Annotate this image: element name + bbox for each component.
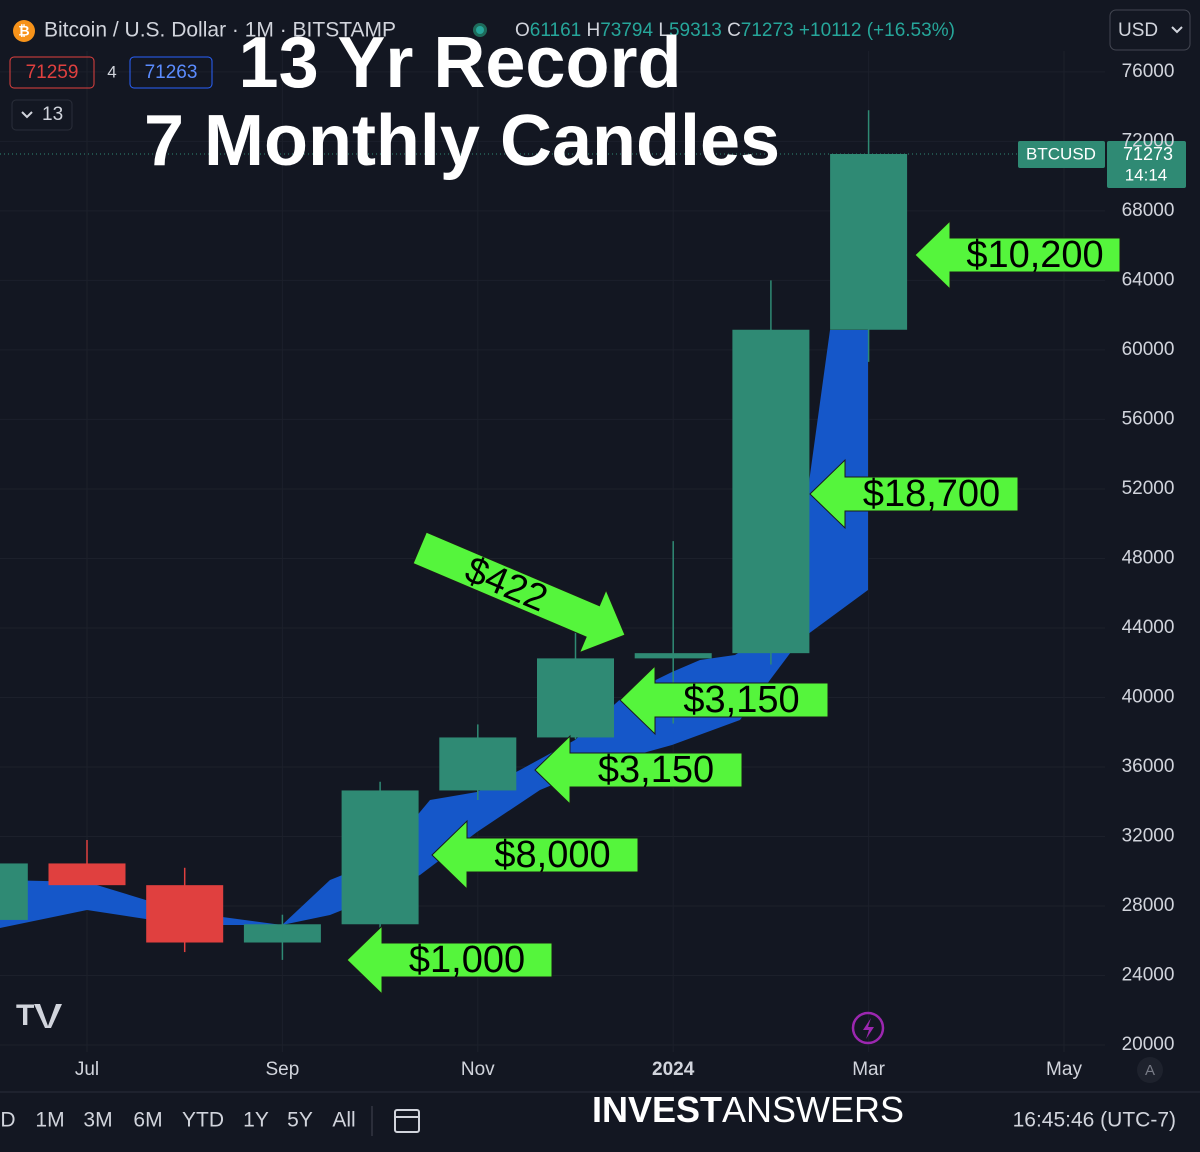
x-tick-label: May <box>1046 1059 1082 1080</box>
x-tick-label: Sep <box>265 1059 299 1080</box>
annotation-arrow: $3,150 <box>534 734 743 806</box>
badge-countdown: 14:14 <box>1125 165 1168 184</box>
arrow-shape <box>431 819 639 891</box>
y-tick-label: 60000 <box>1122 339 1175 360</box>
bid[interactable]: 71259 <box>26 62 79 83</box>
tv-logo: T <box>16 999 34 1032</box>
brand: INVESTANSWERS <box>592 1089 904 1130</box>
x-tick-label: 2024 <box>652 1059 695 1080</box>
indicators[interactable]: 13 <box>42 104 63 125</box>
tv-logo-mark <box>34 1004 62 1028</box>
last-price-badge: BTCUSD 71273 14:14 <box>1018 141 1186 188</box>
events-icon[interactable] <box>851 1011 885 1045</box>
bitcoin-glyph: ₿ <box>18 23 29 39</box>
y-tick-label: 64000 <box>1122 269 1175 290</box>
arrow-shape <box>619 664 829 736</box>
annotation-arrow: $10,200 <box>914 219 1121 291</box>
range-button[interactable]: All <box>332 1109 355 1132</box>
candle-body <box>146 885 224 943</box>
range-button[interactable]: 3M <box>83 1109 112 1132</box>
range-button[interactable]: 1Y <box>243 1109 269 1132</box>
y-tick-label: 52000 <box>1122 478 1175 499</box>
y-tick-label: 68000 <box>1122 200 1175 221</box>
range-button[interactable]: 1M <box>35 1109 64 1132</box>
ask[interactable]: 71263 <box>145 62 198 83</box>
x-tick-label: Jul <box>75 1059 99 1080</box>
annotation-arrow: $3,150 <box>619 664 829 736</box>
candles <box>0 110 908 960</box>
arrow-shape <box>346 924 553 996</box>
x-tick-label: Nov <box>461 1059 495 1080</box>
annotation-arrow: $1,000 <box>346 924 553 996</box>
y-tick-label: 48000 <box>1122 547 1175 568</box>
annotation-arrow: $18,700 <box>809 458 1019 530</box>
scale-button[interactable]: A <box>1145 1062 1155 1079</box>
candle-body <box>48 863 126 886</box>
annotation-arrow: $8,000 <box>431 819 639 891</box>
range-buttons: D 1M 3M 6M YTD 1Y 5Y All <box>0 1109 355 1132</box>
indicators-chevron <box>21 111 33 119</box>
candle-body <box>243 924 321 943</box>
badge-price-box <box>1107 141 1186 188</box>
y-tick-label: 20000 <box>1122 1034 1175 1055</box>
candle-body <box>341 790 419 925</box>
currency-chevron <box>1171 26 1183 34</box>
spread: 4 <box>107 62 116 81</box>
status-dot-inner <box>476 26 484 34</box>
currency-button[interactable] <box>1109 9 1191 51</box>
bid-box[interactable] <box>9 56 95 89</box>
candle-body <box>830 154 908 330</box>
badge-label-box <box>1018 141 1105 168</box>
annotation-label: $10,200 <box>966 234 1103 276</box>
candle-body <box>537 658 614 738</box>
date-range-icon[interactable] <box>394 1109 420 1133</box>
badge-price: 71273 <box>1123 144 1173 164</box>
symbol: Bitcoin / U.S. Dollar · 1M · BITSTAMP <box>44 19 396 42</box>
y-tick-label: 24000 <box>1122 965 1175 986</box>
y-tick-label: 76000 <box>1122 61 1175 82</box>
ask-box[interactable] <box>129 56 213 89</box>
candle-body <box>0 863 28 920</box>
y-tick-label: 32000 <box>1122 826 1175 847</box>
candle-body <box>732 329 810 654</box>
y-tick-label: 44000 <box>1122 617 1175 638</box>
overlay-title: 13 Yr Record <box>239 23 682 103</box>
range-button[interactable]: D <box>0 1109 15 1132</box>
indicators-box[interactable] <box>11 99 73 131</box>
ohlc: O61161 H73794 L59313 C71273 +10112 (+16.… <box>515 20 955 41</box>
arrow-shape <box>534 734 743 806</box>
annotation-label: $18,700 <box>863 473 1000 515</box>
y-tick-label: 36000 <box>1122 756 1175 777</box>
candle-body <box>439 737 517 791</box>
annotation-label: $8,000 <box>494 834 610 876</box>
y-tick-label: 40000 <box>1122 686 1175 707</box>
range-button[interactable]: 5Y <box>287 1109 313 1132</box>
x-tick-label: Mar <box>852 1059 885 1080</box>
candle-body <box>634 653 712 659</box>
annotation-label: $1,000 <box>409 939 525 981</box>
y-tick-label: 56000 <box>1122 408 1175 429</box>
annotation-label: $3,150 <box>683 679 799 721</box>
y-tick-label: 72000 <box>1122 130 1175 151</box>
arrow-shape <box>914 219 1121 291</box>
range-button[interactable]: 6M <box>133 1109 162 1132</box>
badge-label: BTCUSD <box>1026 144 1096 163</box>
events-bolt <box>863 1018 874 1039</box>
y-tick-label: 28000 <box>1122 895 1175 916</box>
range-button[interactable]: YTD <box>182 1109 224 1132</box>
clock: 16:45:46 (UTC-7) <box>1013 1109 1176 1132</box>
bitcoin-icon <box>13 20 35 42</box>
currency[interactable]: USD <box>1118 20 1158 41</box>
arrow-shape <box>809 458 1019 530</box>
scale-button-bg[interactable] <box>1137 1057 1163 1083</box>
overlay-subtitle: 7 Monthly Candles <box>144 101 780 181</box>
highlight-band <box>0 330 868 928</box>
arrow-shape <box>412 531 626 654</box>
annotation-label: $3,150 <box>598 749 714 791</box>
